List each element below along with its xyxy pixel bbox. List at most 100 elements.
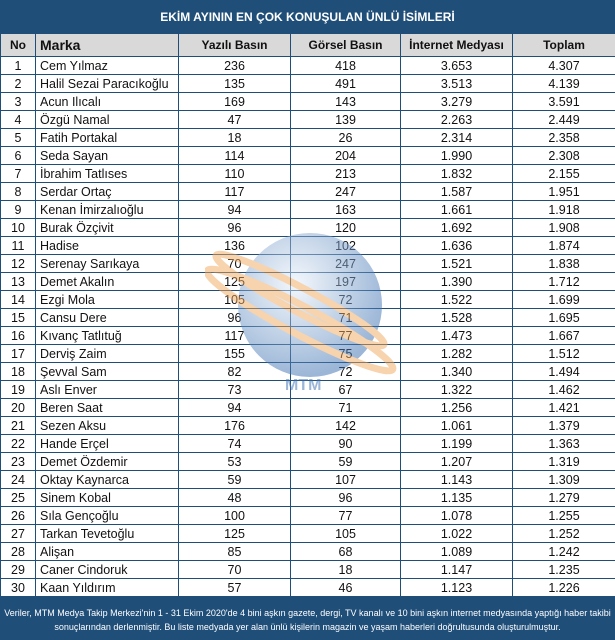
footer-note: Veriler, MTM Medya Takip Merkezi'nin 1 -… <box>0 596 615 640</box>
cell-gorsel-basin: 142 <box>290 416 401 435</box>
cell-no: 6 <box>0 146 36 165</box>
cell-gorsel-basin: 247 <box>290 182 401 201</box>
cell-yazili-basin: 94 <box>178 200 291 219</box>
cell-yazili-basin: 100 <box>178 506 291 525</box>
cell-gorsel-basin: 59 <box>290 452 401 471</box>
header-yazili-basin: Yazılı Basın <box>178 33 291 57</box>
cell-name: İbrahim Tatlıses <box>35 164 179 183</box>
table-row: 8 Serdar Ortaç 117 247 1.587 1.951 <box>0 182 615 201</box>
cell-toplam: 2.155 <box>512 164 615 183</box>
cell-yazili-basin: 18 <box>178 128 291 147</box>
cell-no: 9 <box>0 200 36 219</box>
cell-toplam: 1.951 <box>512 182 615 201</box>
cell-yazili-basin: 70 <box>178 560 291 579</box>
cell-name: Acun Ilıcalı <box>35 92 179 111</box>
cell-toplam: 1.699 <box>512 290 615 309</box>
cell-gorsel-basin: 197 <box>290 272 401 291</box>
cell-toplam: 1.363 <box>512 434 615 453</box>
cell-no: 4 <box>0 110 36 129</box>
cell-internet-medyasi: 1.473 <box>400 326 513 345</box>
cell-yazili-basin: 82 <box>178 362 291 381</box>
cell-gorsel-basin: 163 <box>290 200 401 219</box>
cell-name: Demet Akalın <box>35 272 179 291</box>
cell-name: Burak Özçivit <box>35 218 179 237</box>
cell-gorsel-basin: 68 <box>290 542 401 561</box>
table-row: 22 Hande Erçel 74 90 1.199 1.363 <box>0 434 615 453</box>
cell-name: Seda Sayan <box>35 146 179 165</box>
cell-toplam: 1.908 <box>512 218 615 237</box>
cell-gorsel-basin: 105 <box>290 524 401 543</box>
cell-toplam: 1.242 <box>512 542 615 561</box>
cell-internet-medyasi: 3.279 <box>400 92 513 111</box>
cell-yazili-basin: 48 <box>178 488 291 507</box>
cell-no: 29 <box>0 560 36 579</box>
cell-toplam: 4.139 <box>512 74 615 93</box>
cell-internet-medyasi: 1.322 <box>400 380 513 399</box>
table-row: 27 Tarkan Tevetoğlu 125 105 1.022 1.252 <box>0 524 615 543</box>
cell-yazili-basin: 47 <box>178 110 291 129</box>
cell-name: Kıvanç Tatlıtuğ <box>35 326 179 345</box>
cell-yazili-basin: 169 <box>178 92 291 111</box>
cell-name: Serdar Ortaç <box>35 182 179 201</box>
cell-internet-medyasi: 1.061 <box>400 416 513 435</box>
cell-yazili-basin: 125 <box>178 272 291 291</box>
cell-yazili-basin: 96 <box>178 218 291 237</box>
table-row: 6 Seda Sayan 114 204 1.990 2.308 <box>0 146 615 165</box>
cell-yazili-basin: 176 <box>178 416 291 435</box>
cell-internet-medyasi: 3.513 <box>400 74 513 93</box>
ranking-table: No Marka Yazılı Basın Görsel Basın İnternet … <box>0 33 615 597</box>
cell-no: 25 <box>0 488 36 507</box>
cell-no: 7 <box>0 164 36 183</box>
cell-name: Cem Yılmaz <box>35 56 179 75</box>
cell-internet-medyasi: 1.143 <box>400 470 513 489</box>
table-row: 4 Özgü Namal 47 139 2.263 2.449 <box>0 110 615 129</box>
cell-name: Fatih Portakal <box>35 128 179 147</box>
cell-yazili-basin: 74 <box>178 434 291 453</box>
cell-internet-medyasi: 1.990 <box>400 146 513 165</box>
table-header-row: No Marka Yazılı Basın Görsel Basın İnternet … <box>0 33 615 57</box>
cell-name: Sinem Kobal <box>35 488 179 507</box>
cell-toplam: 1.494 <box>512 362 615 381</box>
cell-internet-medyasi: 1.522 <box>400 290 513 309</box>
cell-yazili-basin: 94 <box>178 398 291 417</box>
cell-no: 10 <box>0 218 36 237</box>
cell-gorsel-basin: 71 <box>290 308 401 327</box>
table-row: 17 Derviş Zaim 155 75 1.282 1.512 <box>0 344 615 363</box>
cell-gorsel-basin: 96 <box>290 488 401 507</box>
cell-no: 27 <box>0 524 36 543</box>
cell-internet-medyasi: 1.832 <box>400 164 513 183</box>
cell-gorsel-basin: 71 <box>290 398 401 417</box>
cell-no: 20 <box>0 398 36 417</box>
cell-internet-medyasi: 2.314 <box>400 128 513 147</box>
cell-toplam: 1.695 <box>512 308 615 327</box>
cell-yazili-basin: 57 <box>178 578 291 597</box>
cell-gorsel-basin: 67 <box>290 380 401 399</box>
cell-yazili-basin: 53 <box>178 452 291 471</box>
cell-no: 3 <box>0 92 36 111</box>
cell-name: Beren Saat <box>35 398 179 417</box>
table-row: 9 Kenan İmirzalıoğlu 94 163 1.661 1.918 <box>0 200 615 219</box>
cell-internet-medyasi: 1.390 <box>400 272 513 291</box>
table-row: 15 Cansu Dere 96 71 1.528 1.695 <box>0 308 615 327</box>
cell-no: 8 <box>0 182 36 201</box>
table-row: 30 Kaan Yıldırım 57 46 1.123 1.226 <box>0 578 615 597</box>
cell-toplam: 1.379 <box>512 416 615 435</box>
cell-gorsel-basin: 77 <box>290 326 401 345</box>
cell-toplam: 1.512 <box>512 344 615 363</box>
cell-internet-medyasi: 1.692 <box>400 218 513 237</box>
cell-internet-medyasi: 1.199 <box>400 434 513 453</box>
cell-no: 26 <box>0 506 36 525</box>
cell-internet-medyasi: 1.135 <box>400 488 513 507</box>
cell-toplam: 1.421 <box>512 398 615 417</box>
cell-toplam: 3.591 <box>512 92 615 111</box>
cell-name: Hande Erçel <box>35 434 179 453</box>
cell-yazili-basin: 59 <box>178 470 291 489</box>
cell-yazili-basin: 236 <box>178 56 291 75</box>
cell-toplam: 1.838 <box>512 254 615 273</box>
cell-name: Oktay Kaynarca <box>35 470 179 489</box>
cell-name: Serenay Sarıkaya <box>35 254 179 273</box>
table-row: 29 Caner Cindoruk 70 18 1.147 1.235 <box>0 560 615 579</box>
cell-no: 23 <box>0 452 36 471</box>
cell-name: Hadise <box>35 236 179 255</box>
